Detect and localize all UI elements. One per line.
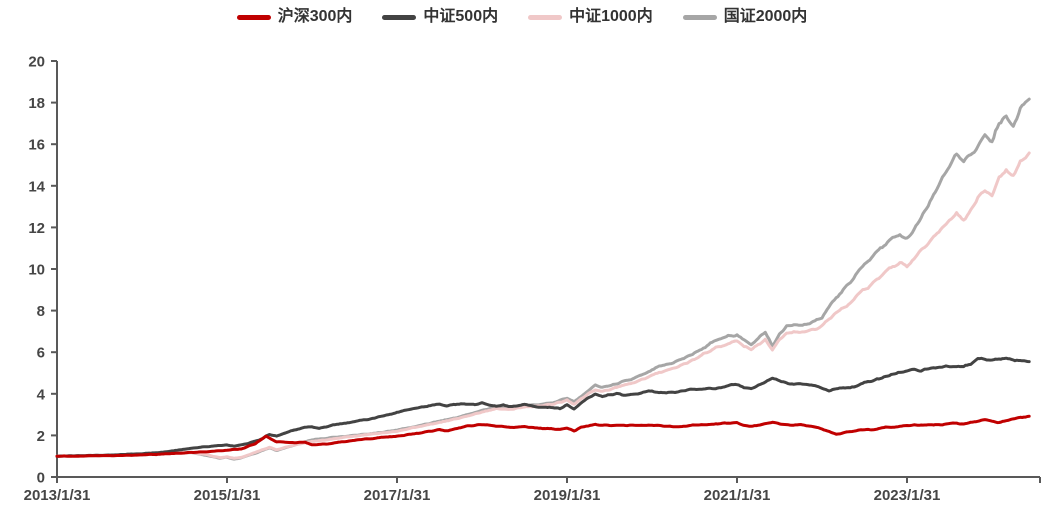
- legend-swatch-icon: [528, 14, 563, 20]
- legend-item-0: 沪深300内: [236, 8, 353, 25]
- chart-legend: 沪深300内 中证500内 中证1000内 国证2000内: [0, 9, 1044, 25]
- y-axis-label: 6: [37, 345, 45, 362]
- legend-item-3: 国证2000内: [682, 8, 808, 25]
- y-axis-label: 20: [28, 54, 45, 71]
- legend-label: 中证1000内: [569, 8, 653, 25]
- series-line-2-中证500内: [55, 356, 1031, 458]
- x-axis-label: 2017/1/31: [364, 487, 431, 504]
- legend-item-1: 中证500内: [382, 9, 498, 25]
- axis-lines: [56, 61, 1040, 478]
- legend-swatch-icon: [682, 14, 717, 20]
- y-axis-label: 14: [28, 178, 45, 195]
- x-axis-label: 2015/1/31: [194, 487, 261, 504]
- x-axis-label: 2021/1/31: [704, 487, 771, 504]
- y-axis-label: 18: [28, 95, 45, 112]
- legend-label: 国证2000内: [723, 8, 808, 25]
- y-axis-label: 12: [28, 220, 45, 237]
- x-axis-label: 2019/1/31: [534, 487, 601, 504]
- y-axis-label: 2: [37, 428, 45, 445]
- legend-item-2: 中证1000内: [528, 9, 653, 25]
- legend-label: 中证500内: [423, 8, 499, 25]
- series-line-3-沪深300内: [55, 414, 1031, 458]
- legend-label: 沪深300内: [277, 8, 353, 25]
- legend-swatch-icon: [236, 14, 271, 20]
- series-line-1-中证1000内: [55, 151, 1031, 460]
- y-axis-label: 4: [37, 386, 46, 403]
- y-axis-label: 0: [37, 470, 45, 487]
- y-axis-label: 10: [28, 262, 45, 279]
- x-axis-label: 2023/1/31: [874, 487, 941, 504]
- legend-swatch-icon: [382, 14, 417, 20]
- y-axis-label: 16: [28, 137, 45, 154]
- y-axis-label: 8: [37, 303, 45, 320]
- x-axis-label: 2013/1/31: [24, 487, 91, 504]
